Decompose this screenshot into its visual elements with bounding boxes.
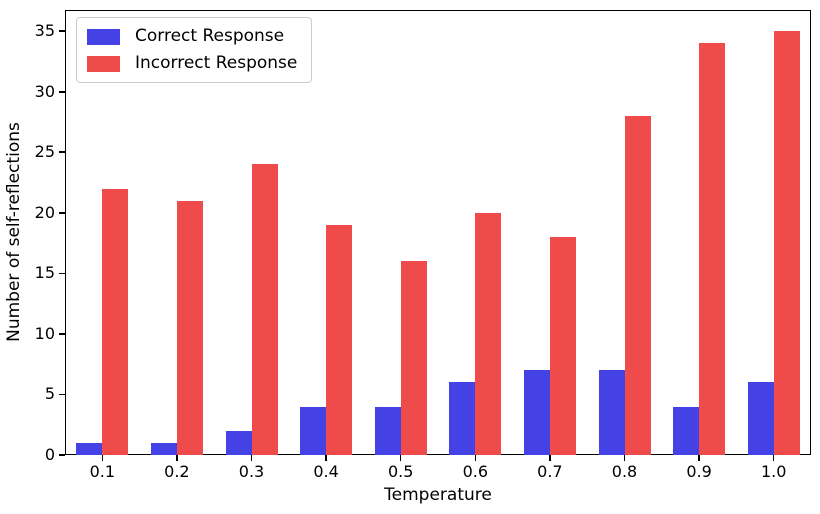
x-tick-label-0.1: 0.1 — [89, 462, 116, 481]
x-tick-mark-0.6 — [474, 455, 477, 461]
bar-incorrect-0.3 — [251, 164, 278, 455]
x-tick-mark-1.0 — [772, 455, 775, 461]
bar-correct-0.3 — [225, 430, 252, 455]
x-tick-mark-0.1 — [101, 455, 104, 461]
x-tick-label-0.6: 0.6 — [462, 462, 489, 481]
x-tick-mark-0.8 — [623, 455, 626, 461]
y-tick-label-20: 20 — [34, 202, 55, 222]
x-tick-label-0.5: 0.5 — [387, 462, 414, 481]
y-tick-mark-0 — [59, 454, 65, 456]
bar-correct-0.8 — [598, 370, 625, 455]
y-axis-label: Number of self-reflections — [4, 122, 24, 342]
bar-incorrect-0.7 — [549, 237, 576, 455]
bar-incorrect-0.5 — [400, 261, 427, 455]
bar-incorrect-1.0 — [773, 31, 800, 455]
x-tick-mark-0.3 — [250, 455, 253, 461]
y-tick-label-5: 5 — [44, 384, 55, 404]
y-tick-mark-20 — [59, 212, 65, 214]
x-tick-mark-0.4 — [325, 455, 327, 461]
bar-incorrect-0.4 — [326, 224, 353, 455]
y-tick-mark-15 — [59, 272, 65, 275]
incorrect-response-swatch — [87, 55, 120, 72]
y-tick-label-35: 35 — [34, 21, 55, 41]
correct-response-swatch — [87, 28, 120, 45]
legend-label-correct: Correct Response — [135, 26, 285, 46]
x-tick-label-0.9: 0.9 — [686, 462, 712, 481]
y-tick-label-10: 10 — [34, 323, 55, 343]
y-tick-label-15: 15 — [34, 263, 55, 283]
bar-incorrect-0.9 — [699, 43, 726, 455]
legend-label-incorrect: Incorrect Response — [135, 53, 298, 73]
legend-item-incorrect: Incorrect Response — [87, 54, 297, 73]
x-tick-mark-0.7 — [549, 455, 551, 461]
bar-correct-0.2 — [150, 442, 177, 455]
y-tick-mark-30 — [59, 90, 65, 93]
bar-incorrect-0.8 — [624, 115, 651, 455]
bar-correct-0.6 — [449, 382, 476, 455]
legend-item-correct: Correct Response — [87, 27, 297, 46]
y-tick-mark-5 — [59, 393, 65, 396]
bar-correct-0.7 — [523, 370, 550, 455]
bar-correct-0.4 — [300, 406, 327, 455]
bar-correct-0.5 — [374, 406, 401, 455]
bar-incorrect-0.6 — [475, 212, 502, 455]
y-tick-label-25: 25 — [34, 142, 55, 162]
bar-correct-1.0 — [747, 382, 774, 455]
x-tick-label-0.7: 0.7 — [537, 462, 563, 481]
x-tick-label-1.0: 1.0 — [760, 462, 787, 481]
x-tick-label-0.8: 0.8 — [611, 462, 638, 481]
bar-incorrect-0.1 — [102, 188, 129, 455]
bar-incorrect-0.2 — [176, 200, 203, 455]
y-tick-mark-35 — [59, 30, 65, 32]
y-tick-mark-10 — [59, 333, 65, 335]
x-tick-mark-0.2 — [176, 455, 178, 461]
bar-correct-0.9 — [673, 406, 700, 455]
x-tick-label-0.4: 0.4 — [313, 462, 339, 481]
x-axis-label: Temperature — [384, 485, 492, 505]
bar-correct-0.1 — [76, 442, 103, 455]
x-tick-mark-0.5 — [399, 455, 402, 461]
y-tick-mark-25 — [59, 151, 65, 154]
legend: Correct Response Incorrect Response — [76, 17, 313, 83]
x-tick-label-0.3: 0.3 — [238, 462, 265, 481]
y-tick-label-0: 0 — [44, 445, 55, 464]
x-tick-label-0.2: 0.2 — [164, 462, 190, 481]
y-tick-label-30: 30 — [34, 81, 55, 101]
x-tick-mark-0.9 — [698, 455, 700, 461]
